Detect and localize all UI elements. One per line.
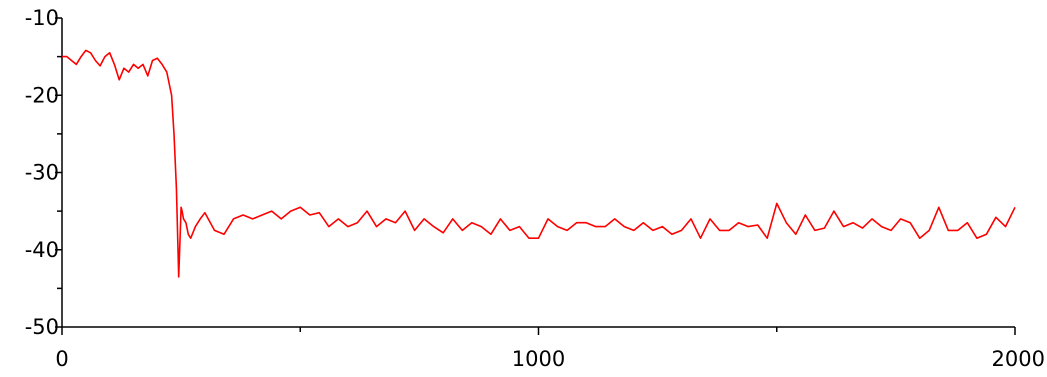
axes [55, 17, 1016, 335]
x-tick-label: 0 [55, 347, 68, 371]
y-tick-label: -20 [25, 83, 59, 107]
y-tick-label: -10 [25, 6, 59, 30]
tick-labels: -10 -20 -30 -40 -50 0 1000 2000 [25, 6, 1045, 371]
series-line-0 [62, 49, 1016, 278]
y-tick-label: -30 [25, 161, 59, 185]
plot-area [62, 49, 1016, 278]
x-tick-label: 1000 [512, 347, 565, 371]
y-tick-label: -40 [25, 238, 59, 262]
x-tick-label: 2000 [992, 347, 1045, 371]
y-tick-label: -50 [25, 315, 59, 339]
